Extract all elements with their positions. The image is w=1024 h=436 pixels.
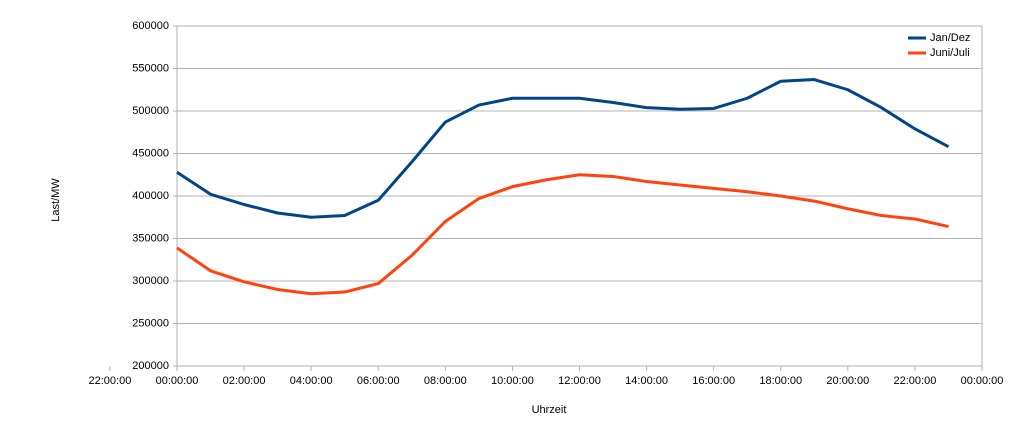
y-tick-label: 200000 xyxy=(132,360,169,372)
y-tick-label: 600000 xyxy=(132,20,169,32)
series-line xyxy=(176,173,949,296)
x-tick-label: 18:00:00 xyxy=(759,375,802,387)
y-tick-label: 550000 xyxy=(132,62,169,74)
y-tick-label: 500000 xyxy=(132,105,169,117)
y-tick-label: 350000 xyxy=(132,232,169,244)
x-tick-label: 00:00:00 xyxy=(961,375,1004,387)
x-tick-label: 06:00:00 xyxy=(357,375,400,387)
x-tick-label: 08:00:00 xyxy=(424,375,467,387)
legend-label: Juni/Juli xyxy=(930,47,970,59)
x-tick-label: 10:00:00 xyxy=(491,375,534,387)
series-line xyxy=(176,78,950,219)
x-tick-label: 00:00:00 xyxy=(156,375,199,387)
y-tick-label: 450000 xyxy=(132,147,169,159)
x-tick-label: 02:00:00 xyxy=(223,375,266,387)
x-tick-label: 04:00:00 xyxy=(290,375,333,387)
x-axis-label: Uhrzeit xyxy=(532,404,567,416)
x-tick-label: 22:00:00 xyxy=(89,375,132,387)
y-tick-label: 300000 xyxy=(132,275,169,287)
y-tick-label: 250000 xyxy=(132,317,169,329)
y-tick-label: 400000 xyxy=(132,190,169,202)
legend-label: Jan/Dez xyxy=(930,32,970,44)
x-tick-label: 16:00:00 xyxy=(692,375,735,387)
x-tick-label: 12:00:00 xyxy=(558,375,601,387)
x-tick-label: 14:00:00 xyxy=(625,375,668,387)
x-tick-label: 20:00:00 xyxy=(826,375,869,387)
x-tick-label: 22:00:00 xyxy=(894,375,937,387)
y-axis-label: Last/MW xyxy=(50,178,62,222)
